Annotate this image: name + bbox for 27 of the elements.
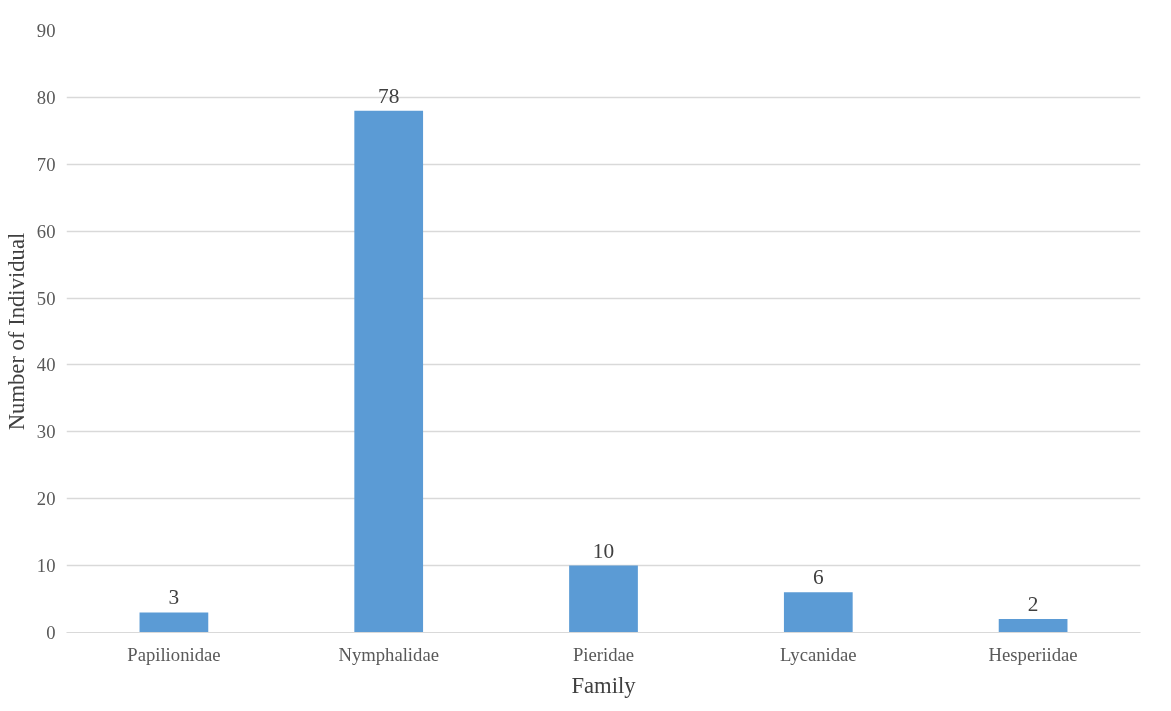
data-label: 10 (592, 538, 615, 563)
bar (354, 110, 424, 633)
bar (139, 612, 209, 633)
y-tick-label: 0 (46, 622, 56, 643)
y-tick-label: 10 (36, 555, 56, 577)
bar (783, 592, 853, 633)
data-label: 2 (1027, 592, 1039, 617)
y-tick-label: 60 (36, 220, 56, 242)
y-tick-label: 80 (36, 86, 56, 108)
x-tick-label: Pieridae (572, 643, 635, 665)
y-tick-label: 40 (36, 354, 56, 376)
y-tick-label: 30 (36, 421, 56, 443)
x-tick-label: Lycanidae (779, 643, 857, 665)
y-axis-title: Number of Individual (3, 232, 29, 431)
data-label: 3 (168, 585, 180, 610)
x-tick-label: Papilionidae (127, 643, 221, 665)
bar (998, 619, 1068, 633)
y-tick-label: 50 (36, 287, 56, 309)
data-label: 78 (378, 83, 400, 108)
y-tick-label: 20 (36, 488, 56, 510)
y-tick-label: 90 (36, 20, 56, 41)
x-tick-label: Nymphalidae (338, 643, 439, 665)
y-tick-label: 70 (36, 153, 56, 175)
data-label: 6 (812, 565, 824, 590)
bar (569, 565, 638, 633)
x-tick-label: Hesperiidae (988, 643, 1078, 665)
x-axis-title: Family (571, 672, 637, 698)
